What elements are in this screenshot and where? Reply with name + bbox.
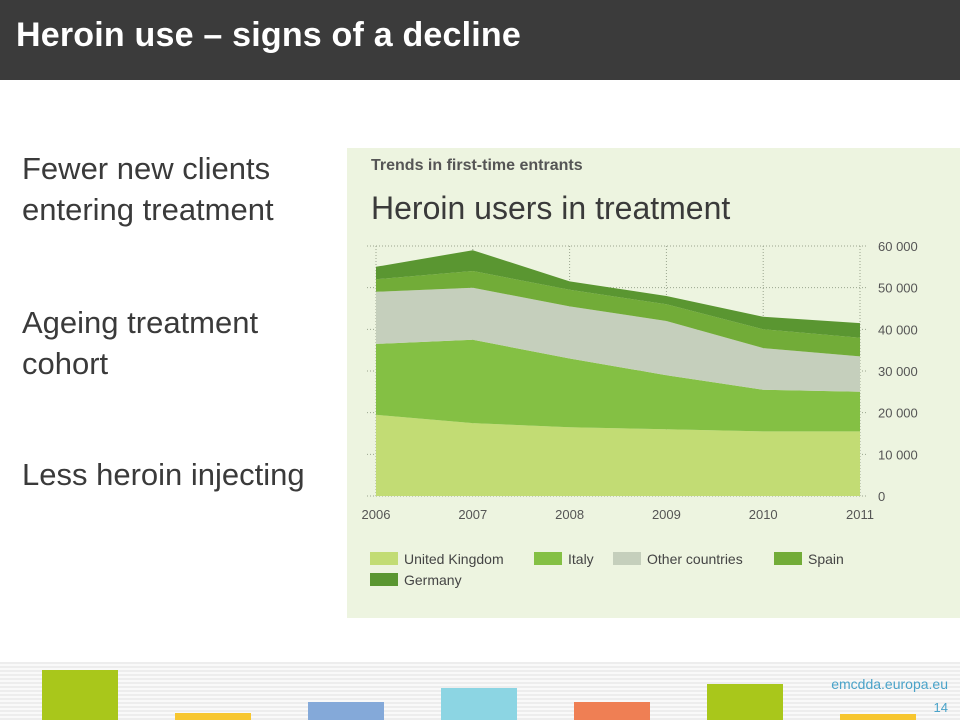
chart-panel: Trends in first-time entrants Heroin user… (347, 148, 960, 618)
footer-color-block (308, 702, 384, 720)
bullet-ageing-cohort: Ageing treatment cohort (22, 305, 259, 381)
chart-title: Trends in first-time entrants (371, 157, 583, 174)
footer-color-block (175, 713, 251, 720)
area-series-united-kingdom (376, 414, 860, 496)
area-series-other-countries (376, 287, 860, 392)
y-tick-label: 10 000 (878, 447, 918, 462)
legend-swatch (370, 573, 398, 586)
chart-subtitle: Heroin users in treatment (371, 190, 730, 226)
footer-color-block (574, 702, 650, 720)
x-tick-label: 2009 (652, 507, 681, 522)
y-tick-label: 20 000 (878, 406, 918, 421)
title-bar: Heroin use – signs of a decline (0, 0, 960, 80)
legend-swatch (613, 552, 641, 565)
footer-color-block (441, 688, 517, 720)
footer-url[interactable]: emcdda.europa.eu (831, 676, 948, 692)
y-tick-label: 50 000 (878, 281, 918, 296)
legend-label: Other countries (647, 551, 743, 567)
legend-label: United Kingdom (404, 551, 504, 567)
y-tick-label: 60 000 (878, 239, 918, 254)
y-tick-label: 0 (878, 489, 885, 504)
x-tick-label: 2008 (555, 507, 584, 522)
x-tick-label: 2006 (362, 507, 391, 522)
legend-label: Spain (808, 551, 844, 567)
legend-swatch (534, 552, 562, 565)
bullet-new-clients: Fewer new clients entering treatment (22, 151, 274, 227)
legend-label: Italy (568, 551, 594, 567)
x-tick-label: 2010 (749, 507, 778, 522)
x-tick-label: 2011 (846, 507, 874, 522)
y-tick-label: 30 000 (878, 364, 918, 379)
y-tick-label: 40 000 (878, 322, 918, 337)
footer-color-block (707, 684, 783, 720)
bullet-less-injecting: Less heroin injecting (22, 457, 305, 492)
legend-swatch (370, 552, 398, 565)
area-series-italy (376, 339, 860, 432)
legend-label: Germany (404, 572, 462, 588)
area-series-germany (376, 250, 860, 338)
area-chart: Trends in first-time entrants Heroin user… (362, 157, 918, 588)
x-tick-label: 2007 (458, 507, 487, 522)
page-number: 14 (933, 700, 948, 715)
footer: emcdda.europa.eu 14 (0, 662, 960, 720)
legend-swatch (774, 552, 802, 565)
footer-color-block (42, 670, 118, 720)
slide-title: Heroin use – signs of a decline (16, 16, 522, 54)
footer-color-block (840, 714, 916, 720)
